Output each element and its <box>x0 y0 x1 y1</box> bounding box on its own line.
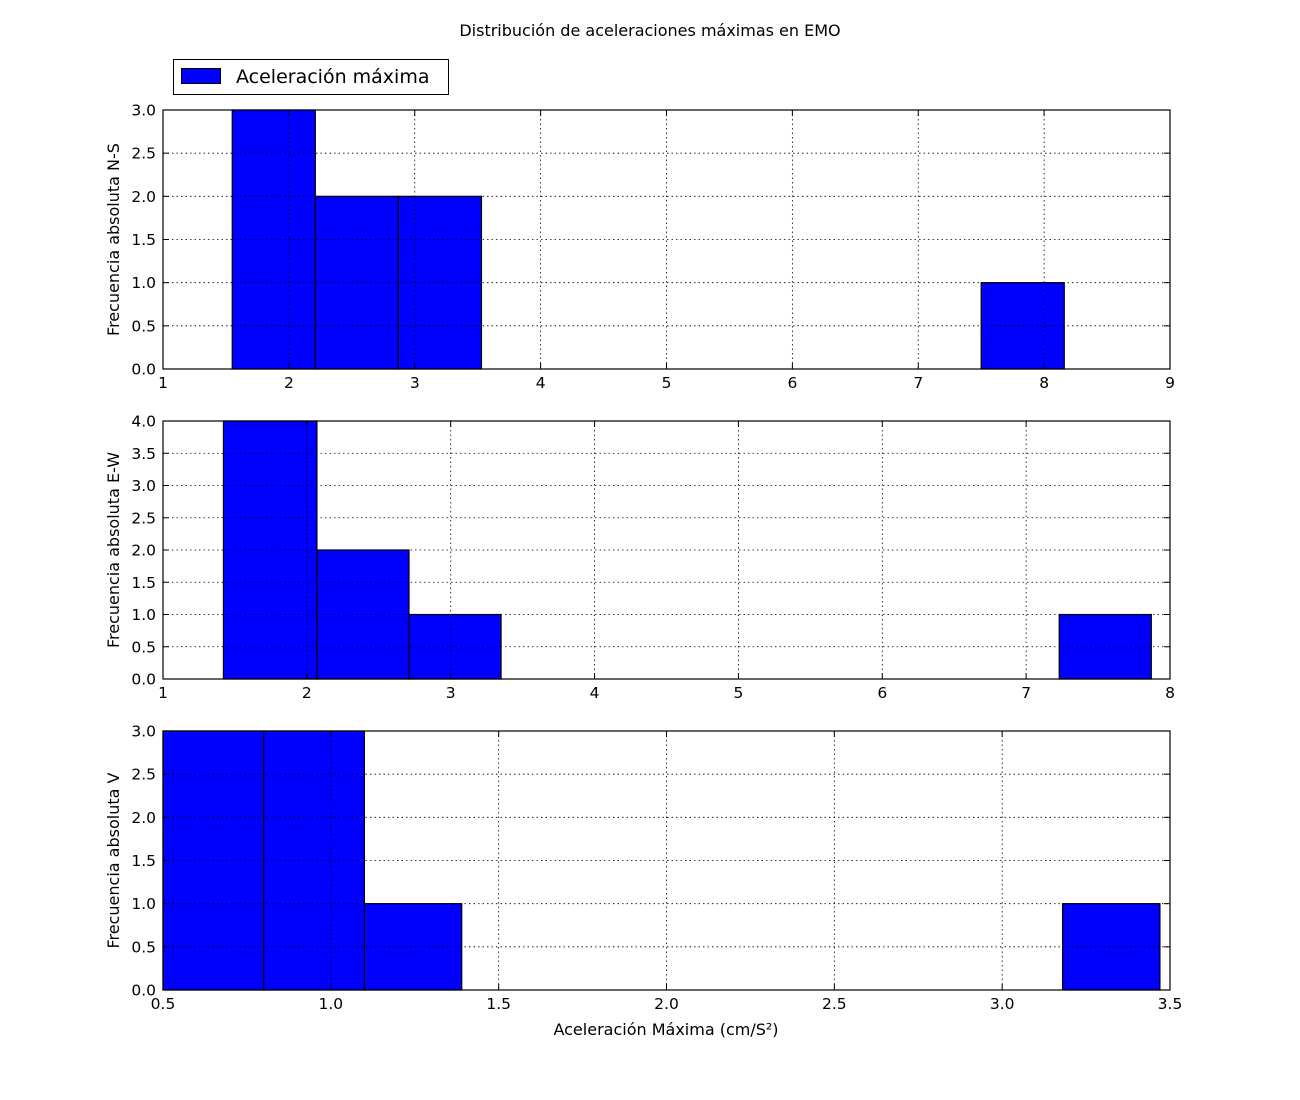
x-tick-label-ns-7: 8 <box>1039 374 1049 392</box>
x-tick-label-ns-5: 6 <box>787 374 797 392</box>
x-tick-label-ns-8: 9 <box>1165 374 1175 392</box>
y-tick-label-v-1: 0.5 <box>131 938 156 956</box>
y-tick-label-ew-8: 4.0 <box>131 413 156 431</box>
x-tick-label-ew-1: 2 <box>302 684 312 702</box>
subplots: 1 2 3 4 5 6 7 8 90.00.51.01.52.02.53.0Frecuencia… <box>104 102 1182 1014</box>
y-tick-label-v-2: 1.0 <box>131 895 156 913</box>
y-tick-label-v-3: 1.5 <box>131 852 156 870</box>
legend: Aceleración máxima <box>173 59 449 95</box>
y-tick-label-ew-3: 1.5 <box>131 574 156 592</box>
x-tick-label-ew-3: 4 <box>590 684 600 702</box>
y-tick-label-ns-3: 1.5 <box>131 231 156 249</box>
subplot-ns: 1 2 3 4 5 6 7 8 9 0.0 0.5 1.0 1.5 2.0 2.5 3.0 Frecuencia… <box>104 102 1175 393</box>
x-tick-label-v-0: 0.5 <box>151 995 176 1013</box>
y-tick-label-v-4: 2.0 <box>131 809 156 827</box>
bar-ns-0 <box>231 109 316 370</box>
y-tick-label-v-0: 0.0 <box>131 982 156 1000</box>
bar-ns-2 <box>397 195 483 370</box>
y-axis-label-ew: Frecuencia absoluta E-W <box>104 452 123 648</box>
y-tick-label-ns-2: 1.0 <box>131 274 156 292</box>
x-tick-label-ns-1: 2 <box>284 374 294 392</box>
x-tick-label-ns-4: 5 <box>662 374 672 392</box>
subplot-ew: 1 2 3 4 5 6 7 8 0.0 0.5 1.0 1.5 2.0 2.5 3.0 3.5 4.0 Frecu… <box>104 413 1175 703</box>
x-tick-label-v-1: 1.0 <box>319 995 344 1013</box>
y-tick-label-ew-2: 1.0 <box>131 606 156 624</box>
x-tick-label-ew-4: 5 <box>733 684 743 702</box>
legend-swatch <box>181 68 221 84</box>
x-tick-label-ew-7: 8 <box>1165 684 1175 702</box>
x-tick-label-v-6: 3.5 <box>1158 995 1183 1013</box>
y-axis-label-v: Frecuencia absoluta V <box>104 772 123 948</box>
x-tick-label-ns-0: 1 <box>158 374 168 392</box>
y-tick-label-ew-7: 3.5 <box>131 445 156 463</box>
legend-label: Aceleración máxima <box>236 66 429 88</box>
y-axis-label-ns: Frecuencia absoluta N-S <box>104 143 123 336</box>
y-tick-label-ew-1: 0.5 <box>131 638 156 656</box>
x-tick-label-v-5: 3.0 <box>990 995 1015 1013</box>
bar-v-2 <box>363 903 463 991</box>
y-tick-label-ew-0: 0.0 <box>131 671 156 689</box>
x-tick-label-v-2: 1.5 <box>486 995 511 1013</box>
bar-v-1 <box>263 730 366 991</box>
x-tick-label-ew-5: 6 <box>877 684 887 702</box>
x-tick-label-v-4: 2.5 <box>822 995 847 1013</box>
y-tick-label-v-5: 2.5 <box>131 766 156 784</box>
x-tick-label-ew-6: 7 <box>1021 684 1031 702</box>
y-tick-label-ns-1: 0.5 <box>131 317 156 335</box>
subplot-v: 0.5 1.0 1.5 2.0 2.5 3.0 3.50.00.51.01.52.02.53… <box>104 723 1182 1014</box>
y-tick-label-ns-4: 2.0 <box>131 188 156 206</box>
x-tick-label-ew-2: 3 <box>446 684 456 702</box>
y-tick-label-ns-5: 2.5 <box>131 145 156 163</box>
x-tick-label-ew-0: 1 <box>158 684 168 702</box>
chart-title: Distribución de aceleraciones máximas en… <box>459 21 840 40</box>
x-tick-label-ns-3: 4 <box>536 374 546 392</box>
bar-v-3 <box>1061 903 1161 991</box>
y-tick-label-ew-6: 3.0 <box>131 477 156 495</box>
x-tick-label-ns-2: 3 <box>410 374 420 392</box>
y-tick-label-ew-5: 2.5 <box>131 509 156 527</box>
y-tick-label-ns-0: 0.0 <box>131 361 156 379</box>
y-tick-label-ns-6: 3.0 <box>131 102 156 120</box>
x-tick-label-ns-6: 7 <box>913 374 923 392</box>
y-tick-label-ew-4: 2.0 <box>131 542 156 560</box>
x-axis-label: Aceleración Máxima (cm/S²) <box>553 1020 778 1039</box>
x-tick-label-v-3: 2.0 <box>654 995 679 1013</box>
y-tick-label-v-6: 3.0 <box>131 723 156 741</box>
